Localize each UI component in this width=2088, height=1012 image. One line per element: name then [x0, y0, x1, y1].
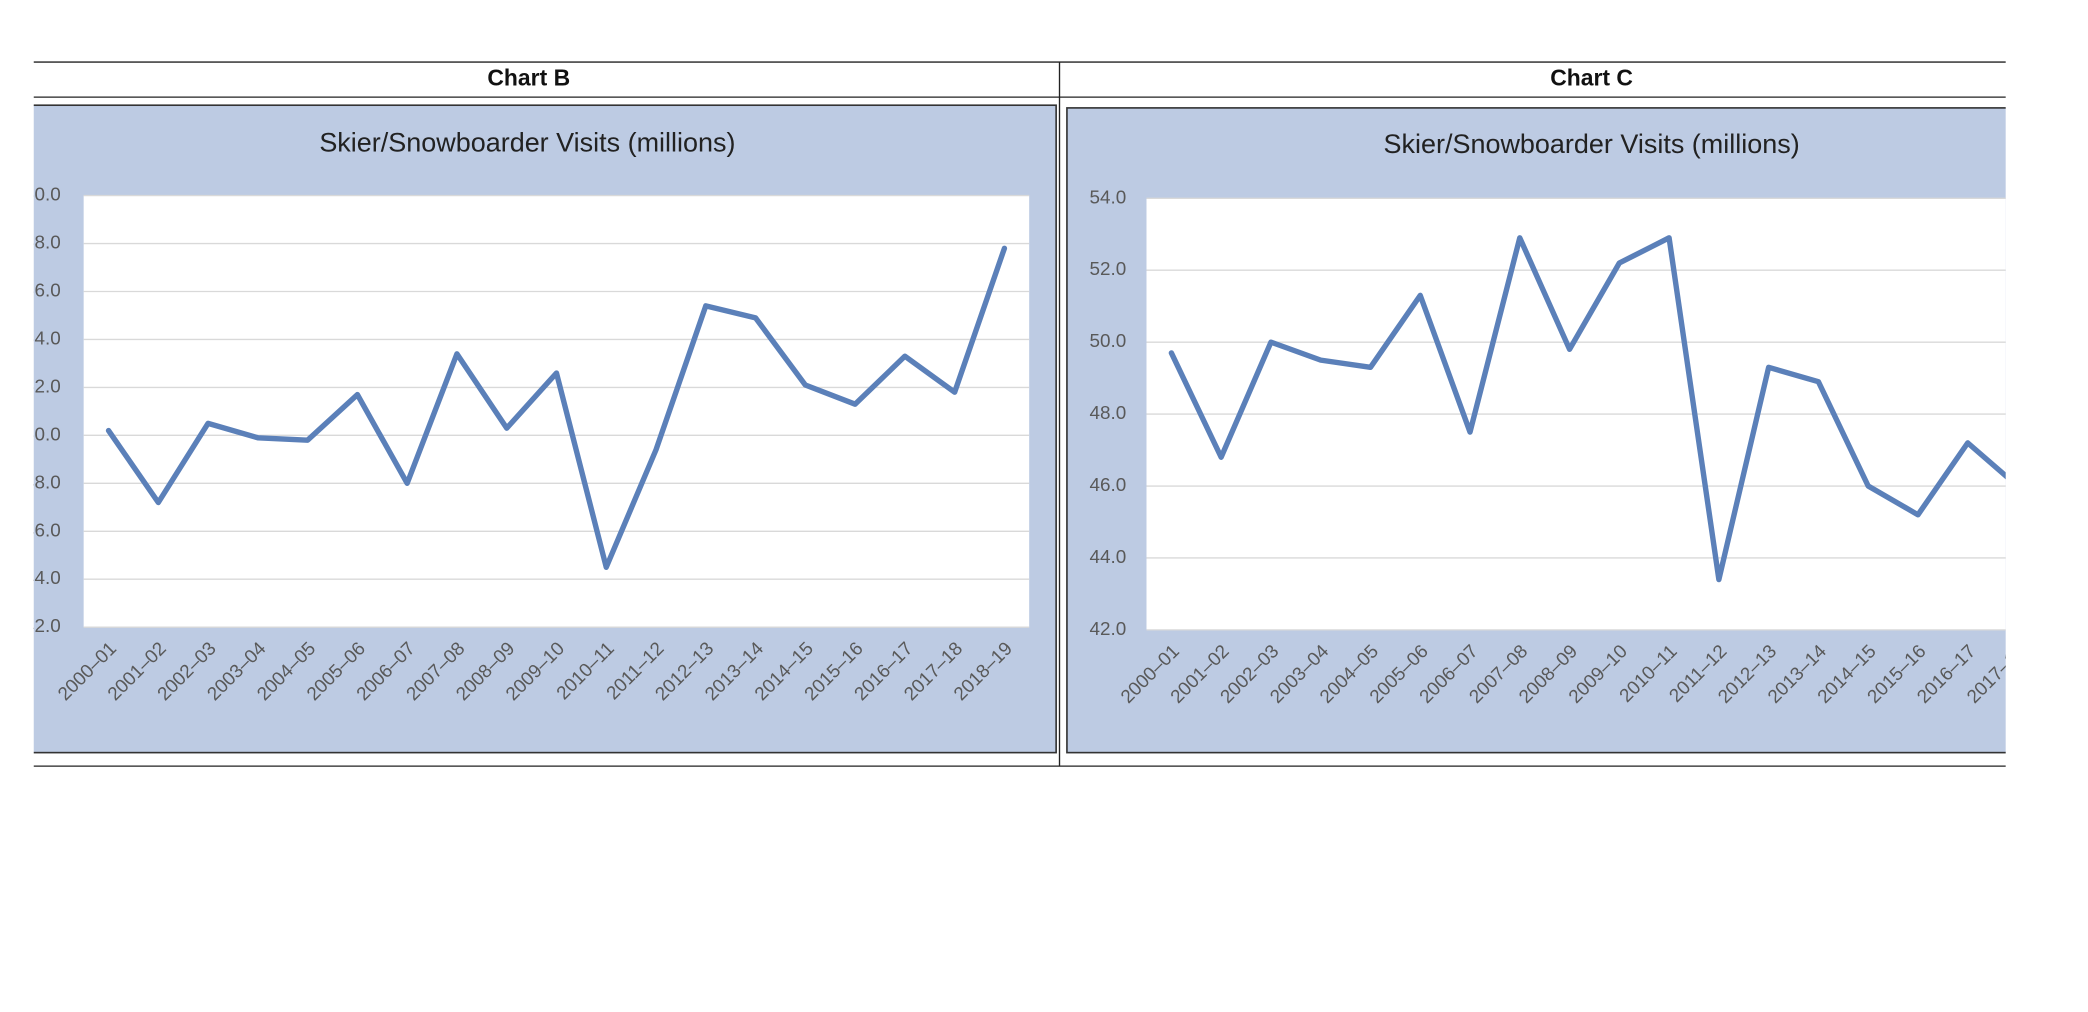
y-tick-label: 46.0 — [24, 520, 61, 541]
y-tick-label: 42.0 — [24, 616, 61, 637]
y-tick-label: 52.0 — [24, 376, 61, 397]
y-tick-label: 54.0 — [1090, 187, 1127, 208]
y-tick-label: 56.0 — [24, 280, 61, 301]
chart: Skier/Snowboarder Visits (millions) 42.0 4… — [1066, 107, 2006, 754]
y-tick-label: 48.0 — [24, 472, 61, 493]
table-header: Chart C — [1550, 65, 1633, 91]
data-line — [105, 245, 1008, 570]
chart-title: Skier/Snowboarder Visits (millions) — [1384, 129, 1800, 159]
chart-title: Skier/Snowboarder Visits (millions) — [319, 127, 735, 157]
plot-area — [83, 195, 1030, 628]
y-tick-label: 52.0 — [1090, 259, 1127, 280]
y-tick-label: 46.0 — [1090, 475, 1127, 496]
y-tick-label: 50.0 — [1090, 331, 1127, 352]
y-tick-label: 54.0 — [24, 328, 61, 349]
y-tick-label: 60.0 — [24, 185, 61, 206]
y-tick-label: 44.0 — [1090, 547, 1127, 568]
table-header: Chart B — [487, 65, 570, 91]
y-tick-label: 44.0 — [24, 568, 61, 589]
y-tick-label: 48.0 — [1090, 403, 1127, 424]
y-tick-label: 50.0 — [24, 424, 61, 445]
chart: Skier/Snowboarder Visits (millions) 42.0 4… — [24, 104, 1057, 754]
y-tick-label: 42.0 — [1090, 619, 1127, 640]
y-tick-label: 58.0 — [24, 233, 61, 254]
data-line — [1168, 235, 2006, 583]
